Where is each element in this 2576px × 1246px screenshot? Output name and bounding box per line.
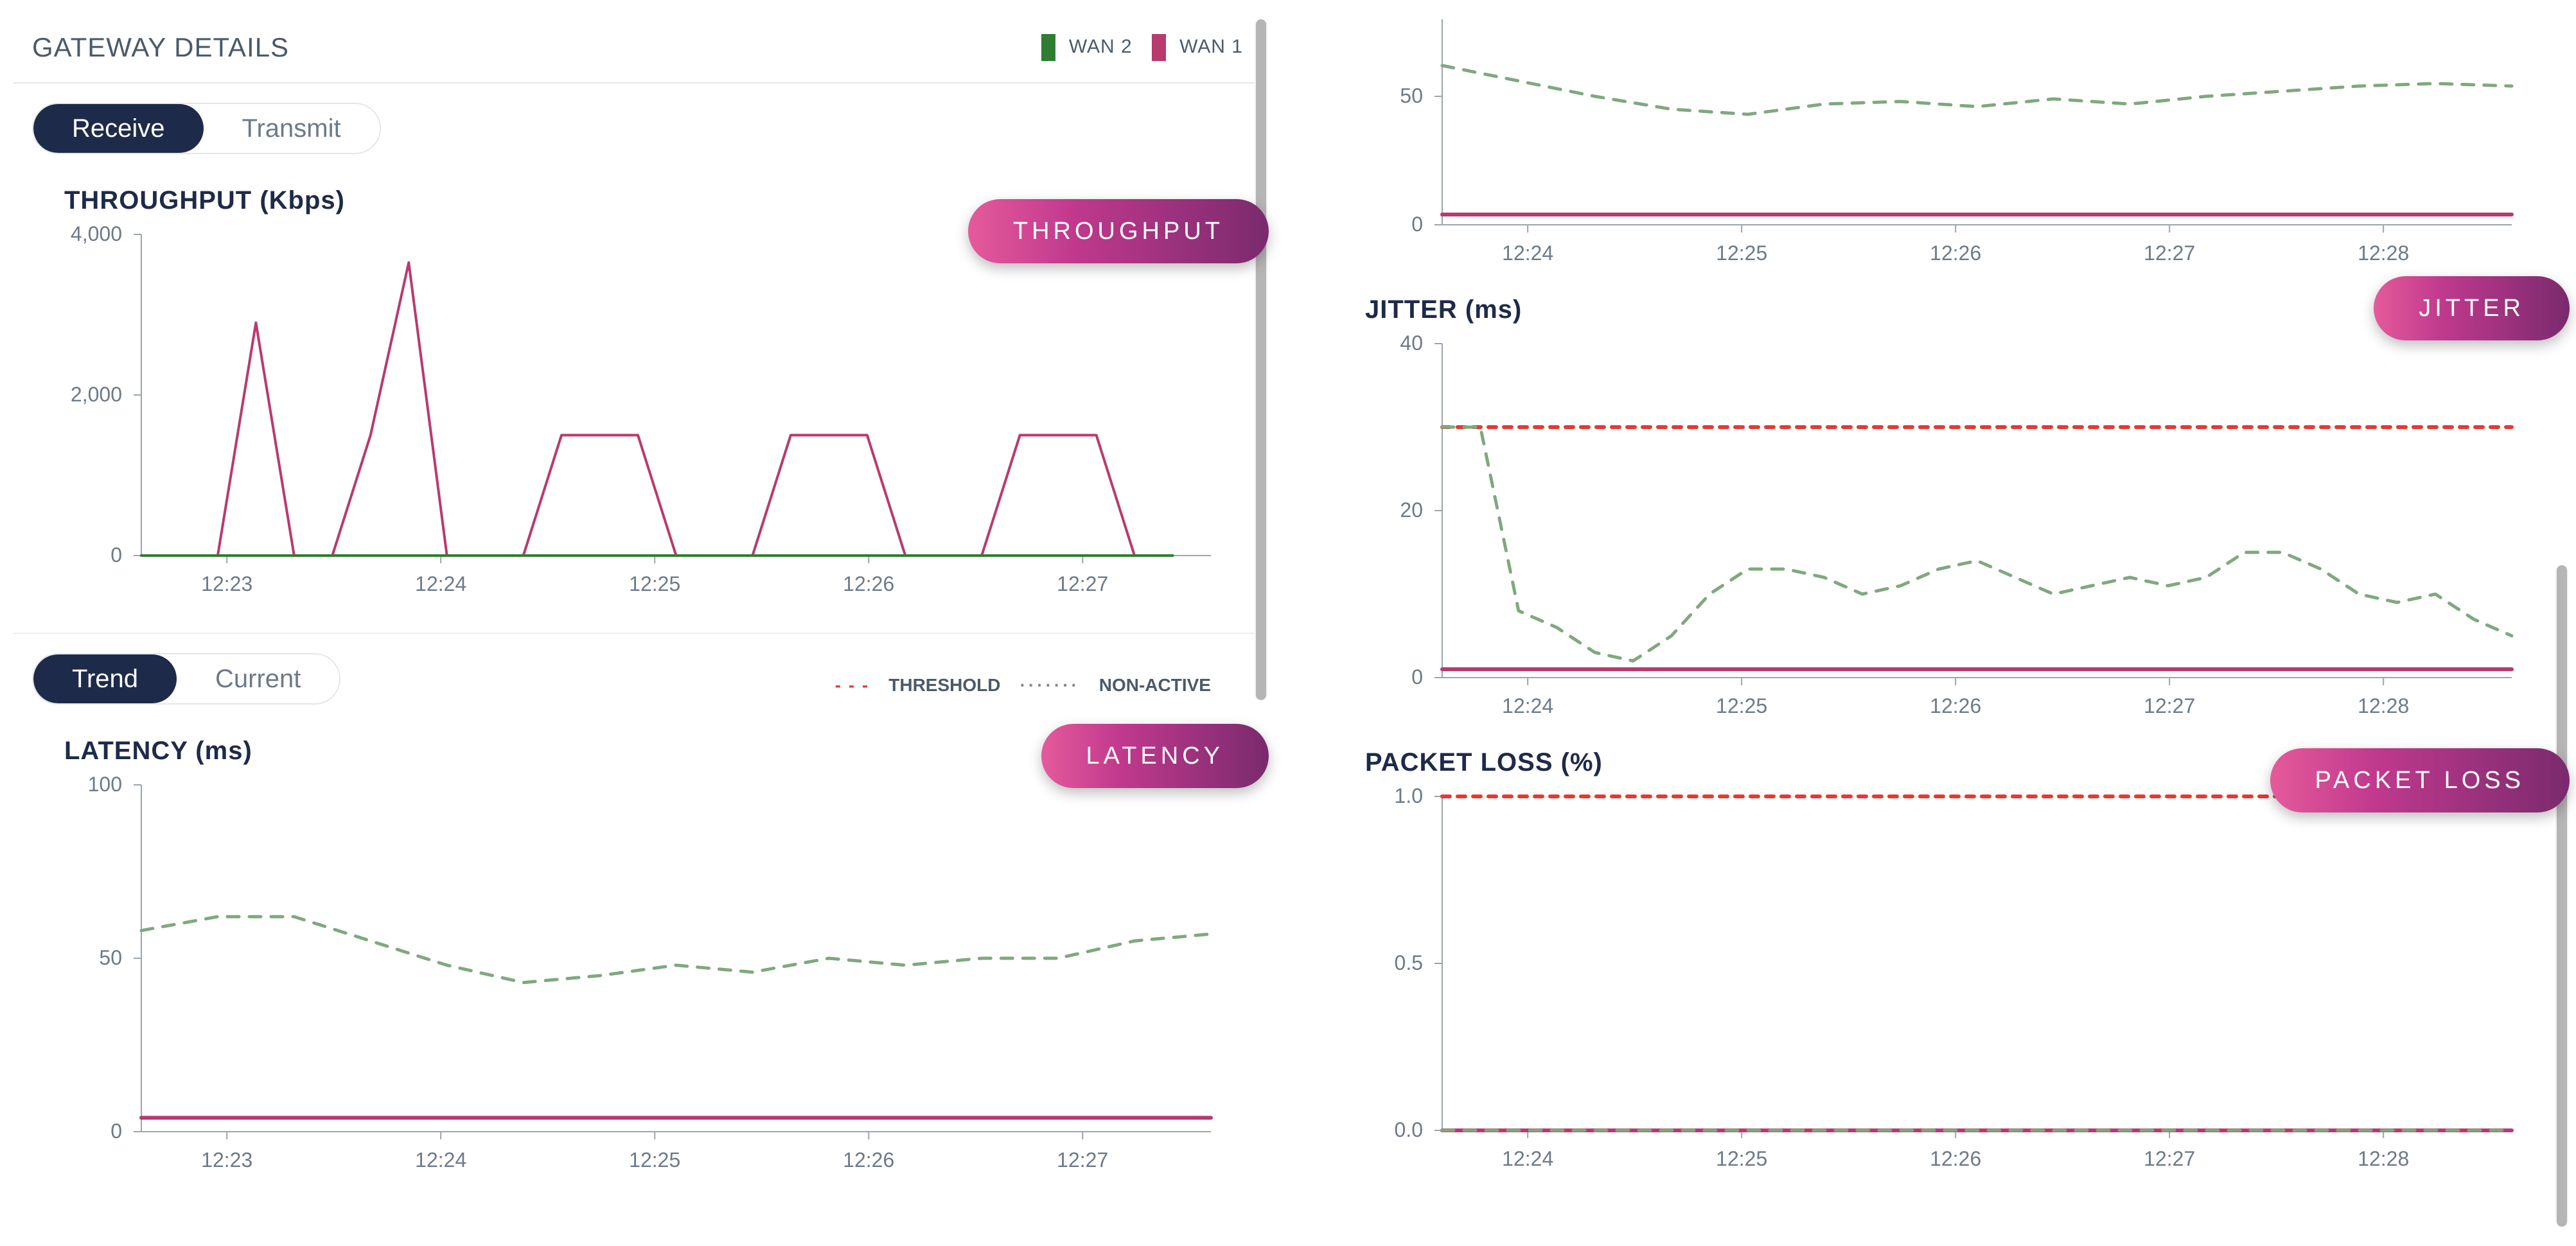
packetloss-chart-block: PACKET LOSS (%) PACKET LOSS 0.00.51.012:… xyxy=(1314,735,2563,1188)
legend-label-wan2: WAN 2 xyxy=(1069,36,1133,57)
threshold-legend: - - - THRESHOLD ······· NON-ACTIVE xyxy=(835,675,1262,696)
svg-text:12:27: 12:27 xyxy=(2144,1147,2195,1170)
svg-text:12:28: 12:28 xyxy=(2358,241,2409,265)
throughput-chart-block: THROUGHPUT (Kbps) THROUGHPUT 02,0004,000… xyxy=(13,161,1262,613)
jitter-title: JITTER (ms) xyxy=(1365,295,2537,324)
svg-text:50: 50 xyxy=(1400,84,1423,107)
page-title: GATEWAY DETAILS xyxy=(32,32,289,63)
legend-swatch-wan2 xyxy=(1041,34,1055,61)
latency-top-chart-block: 0 50 12:24 12:25 12:26 12:27 12:28 xyxy=(1314,6,2563,283)
svg-text:12:26: 12:26 xyxy=(843,1148,894,1171)
throughput-badge[interactable]: THROUGHPUT xyxy=(968,199,1269,263)
svg-text:12:24: 12:24 xyxy=(415,572,466,595)
latency-badge[interactable]: LATENCY xyxy=(1041,724,1269,788)
tab-trend[interactable]: Trend xyxy=(33,654,177,703)
svg-text:12:27: 12:27 xyxy=(2144,241,2195,265)
svg-text:100: 100 xyxy=(88,773,122,796)
legend-item-wan1: WAN 1 xyxy=(1152,34,1243,61)
svg-text:12:24: 12:24 xyxy=(1502,694,1553,717)
jitter-badge[interactable]: JITTER xyxy=(2374,276,2570,340)
svg-text:1.0: 1.0 xyxy=(1395,784,1423,807)
svg-text:12:25: 12:25 xyxy=(1716,694,1767,717)
legend-swatch-wan1 xyxy=(1152,34,1166,61)
svg-text:12:27: 12:27 xyxy=(1057,1148,1108,1171)
svg-text:12:27: 12:27 xyxy=(2144,694,2195,717)
svg-text:12:26: 12:26 xyxy=(1930,1147,1981,1170)
svg-text:4,000: 4,000 xyxy=(71,222,122,245)
throughput-chart: 0 2,000 4,000 12:23 12:24 12:25 12:26 12:27 xyxy=(39,222,1237,607)
jitter-chart: 0 20 40 12:24 12:25 12:26 12:27 12:28 xyxy=(1339,331,2537,729)
svg-text:12:25: 12:25 xyxy=(629,572,680,595)
latency-chart-block: LATENCY (ms) LATENCY 05010012:2312:2412:… xyxy=(13,711,1262,1189)
svg-text:12:28: 12:28 xyxy=(2358,1147,2409,1170)
latency-top-chart: 0 50 12:24 12:25 12:26 12:27 12:28 xyxy=(1339,6,2537,276)
svg-text:12:25: 12:25 xyxy=(629,1148,680,1171)
threshold-label: THRESHOLD xyxy=(888,675,1000,696)
packetloss-chart: 0.0 0.5 1.0 12:24 12:25 12:26 12:27 12:28 xyxy=(1339,784,2537,1182)
svg-text:0: 0 xyxy=(1411,213,1423,236)
left-column: GATEWAY DETAILS WAN 2 WAN 1 Receive Tran… xyxy=(13,6,1262,1233)
svg-text:0.5: 0.5 xyxy=(1395,951,1423,974)
panel-title-row: GATEWAY DETAILS WAN 2 WAN 1 xyxy=(13,6,1262,83)
svg-text:12:24: 12:24 xyxy=(1502,241,1553,265)
svg-text:12:26: 12:26 xyxy=(1930,694,1981,717)
tab-receive[interactable]: Receive xyxy=(33,104,204,153)
svg-text:12:27: 12:27 xyxy=(1057,572,1108,595)
svg-text:12:25: 12:25 xyxy=(1716,1147,1767,1170)
legend-top: WAN 2 WAN 1 xyxy=(1041,34,1244,61)
tab-current[interactable]: Current xyxy=(177,654,339,703)
legend-label-wan1: WAN 1 xyxy=(1179,36,1243,57)
svg-text:12:26: 12:26 xyxy=(843,572,894,595)
svg-text:12:25: 12:25 xyxy=(1716,241,1767,265)
svg-text:12:24: 12:24 xyxy=(1502,1147,1553,1170)
right-column: 0 50 12:24 12:25 12:26 12:27 12:28 JITTER (ms)… xyxy=(1314,6,2563,1233)
svg-text:12:28: 12:28 xyxy=(2358,694,2409,717)
latency-chart: 0 50 100 12:23 12:24 12:25 12:26 12:27 xyxy=(39,772,1237,1183)
svg-text:20: 20 xyxy=(1400,498,1423,522)
svg-text:40: 40 xyxy=(1400,331,1423,355)
receive-transmit-toggle: Receive Transmit xyxy=(32,103,381,154)
threshold-dash-icon: - - - xyxy=(835,675,870,696)
svg-text:12:23: 12:23 xyxy=(201,572,252,595)
svg-text:2,000: 2,000 xyxy=(71,383,122,406)
svg-text:0.0: 0.0 xyxy=(1395,1118,1423,1141)
svg-text:0: 0 xyxy=(1411,665,1423,689)
svg-text:12:24: 12:24 xyxy=(415,1148,466,1171)
trend-current-toggle: Trend Current xyxy=(32,653,340,705)
legend-item-wan2: WAN 2 xyxy=(1041,34,1133,61)
svg-text:0: 0 xyxy=(110,1119,122,1143)
svg-text:12:23: 12:23 xyxy=(201,1148,252,1171)
svg-text:0: 0 xyxy=(110,543,122,566)
svg-text:50: 50 xyxy=(99,946,122,969)
tab-transmit[interactable]: Transmit xyxy=(204,104,380,153)
jitter-chart-block: JITTER (ms) JITTER 0204012:2412:2512:261… xyxy=(1314,283,2563,735)
svg-text:12:26: 12:26 xyxy=(1930,241,1981,265)
packetloss-badge[interactable]: PACKET LOSS xyxy=(2270,748,2570,812)
nonactive-dash-icon: ······· xyxy=(1019,675,1079,696)
nonactive-label: NON-ACTIVE xyxy=(1099,675,1211,696)
